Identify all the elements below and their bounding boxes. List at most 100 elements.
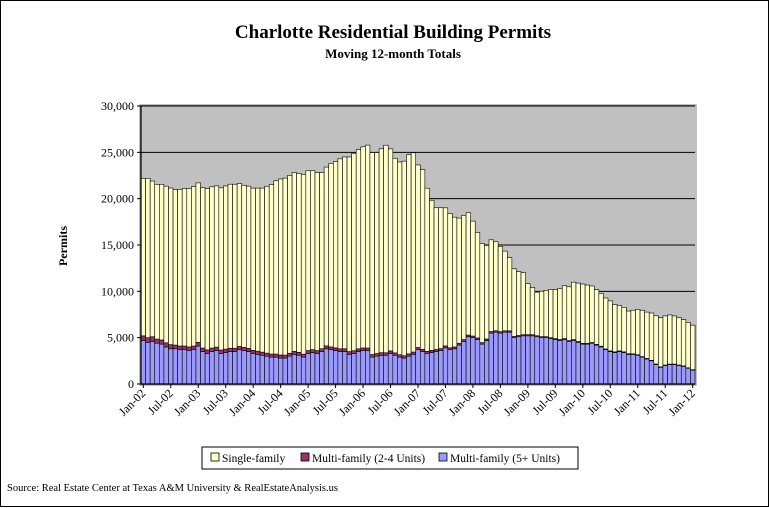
- bar-multi-5plus: [558, 340, 563, 384]
- bar-single-family: [640, 310, 645, 356]
- bar-single-family: [581, 284, 586, 343]
- bar-multi-5plus: [516, 337, 521, 384]
- bar-multi-5plus: [599, 347, 604, 384]
- bar-multi-2-4: [278, 355, 283, 358]
- bar-multi-2-4: [255, 351, 260, 354]
- bar-single-family: [361, 147, 366, 348]
- bar-multi-2-4: [283, 355, 288, 358]
- bar-multi-5plus: [581, 344, 586, 384]
- bar-multi-2-4: [315, 351, 320, 354]
- bar-multi-5plus: [489, 333, 494, 384]
- bar-multi-2-4: [416, 347, 421, 349]
- bar-multi-2-4: [388, 351, 393, 354]
- bar-multi-5plus: [622, 352, 627, 384]
- bar-multi-5plus: [429, 352, 434, 384]
- bar-multi-2-4: [237, 346, 242, 349]
- bar-single-family: [507, 258, 512, 331]
- y-axis-label: Permits: [56, 226, 70, 266]
- bar-single-family: [255, 188, 260, 351]
- bar-single-family: [626, 311, 631, 354]
- bar-single-family: [434, 208, 439, 350]
- bar-multi-2-4: [402, 356, 407, 358]
- bar-multi-2-4: [420, 349, 425, 351]
- bar-single-family: [571, 282, 576, 339]
- bar-multi-5plus: [146, 342, 151, 384]
- bar-multi-5plus: [576, 342, 581, 384]
- bar-single-family: [288, 175, 293, 353]
- y-tick-label: 20,000: [101, 192, 134, 206]
- bar-multi-5plus: [434, 352, 439, 384]
- bar-multi-2-4: [187, 347, 192, 351]
- bar-multi-2-4: [269, 354, 274, 357]
- x-tick-label: Jan-05: [281, 386, 314, 419]
- bar-multi-5plus: [590, 343, 595, 384]
- bar-multi-5plus: [164, 347, 169, 384]
- bar-multi-2-4: [223, 349, 228, 352]
- bar-multi-5plus: [416, 350, 421, 384]
- bar-single-family: [480, 243, 485, 342]
- x-tick-label: Jul-11: [640, 386, 671, 417]
- bar-multi-5plus: [631, 354, 636, 384]
- bar-multi-5plus: [471, 338, 476, 384]
- bar-single-family: [475, 232, 480, 338]
- bar-multi-2-4: [370, 355, 375, 358]
- bar-multi-5plus: [205, 353, 210, 384]
- x-tick-label: Jan-06: [336, 386, 369, 419]
- bar-single-family: [521, 273, 526, 335]
- bar-single-family: [439, 208, 444, 349]
- bar-single-family: [649, 313, 654, 360]
- bar-multi-5plus: [182, 350, 187, 384]
- x-tick-label: Jan-02: [116, 386, 149, 419]
- legend-label-multi-2-4: Multi-family (2-4 Units): [312, 453, 425, 465]
- bar-multi-2-4: [214, 347, 219, 351]
- bar-single-family: [402, 161, 407, 356]
- bar-multi-2-4: [324, 346, 329, 349]
- x-tick-label: Jul-09: [529, 386, 560, 417]
- bar-multi-2-4: [141, 336, 146, 341]
- bar-multi-5plus: [494, 332, 499, 384]
- bar-single-family: [539, 291, 544, 336]
- bar-multi-5plus: [310, 352, 315, 384]
- bar-single-family: [590, 286, 595, 343]
- bar-multi-5plus: [420, 352, 425, 384]
- bar-single-family: [548, 289, 553, 337]
- bar-multi-2-4: [146, 338, 151, 343]
- bar-single-family: [668, 315, 673, 364]
- bar-multi-2-4: [155, 339, 160, 343]
- legend-label-single-family: Single-family: [222, 453, 285, 465]
- bar-single-family: [251, 188, 256, 350]
- bar-single-family: [242, 185, 247, 347]
- bar-single-family: [214, 186, 219, 347]
- bar-multi-5plus: [292, 354, 297, 384]
- bar-multi-2-4: [429, 350, 434, 352]
- bar-multi-5plus: [388, 353, 393, 384]
- bar-single-family: [645, 312, 650, 358]
- bar-multi-5plus: [260, 355, 265, 384]
- bar-single-family: [356, 150, 361, 349]
- bar-multi-5plus: [269, 357, 274, 384]
- bar-single-family: [173, 189, 178, 345]
- bar-single-family: [168, 188, 173, 345]
- bar-multi-2-4: [191, 346, 196, 350]
- bar-multi-5plus: [407, 356, 412, 384]
- bar-single-family: [205, 189, 210, 350]
- bar-multi-5plus: [159, 344, 164, 384]
- bar-multi-5plus: [375, 356, 380, 384]
- bar-single-family: [576, 283, 581, 341]
- bar-single-family: [489, 240, 494, 332]
- bar-single-family: [159, 184, 164, 340]
- bar-multi-5plus: [365, 351, 370, 384]
- bar-multi-5plus: [191, 350, 196, 384]
- bar-multi-5plus: [567, 341, 572, 384]
- bar-multi-5plus: [187, 351, 192, 384]
- bar-single-family: [603, 298, 608, 349]
- y-tick-label: 5,000: [107, 331, 134, 345]
- bar-single-family: [283, 178, 288, 355]
- bar-single-family: [164, 186, 169, 343]
- bar-single-family: [338, 159, 343, 349]
- bar-multi-5plus: [155, 343, 160, 384]
- bar-multi-2-4: [379, 353, 384, 356]
- bar-multi-5plus: [251, 353, 256, 384]
- bar-single-family: [594, 290, 599, 345]
- bar-single-family: [448, 213, 453, 347]
